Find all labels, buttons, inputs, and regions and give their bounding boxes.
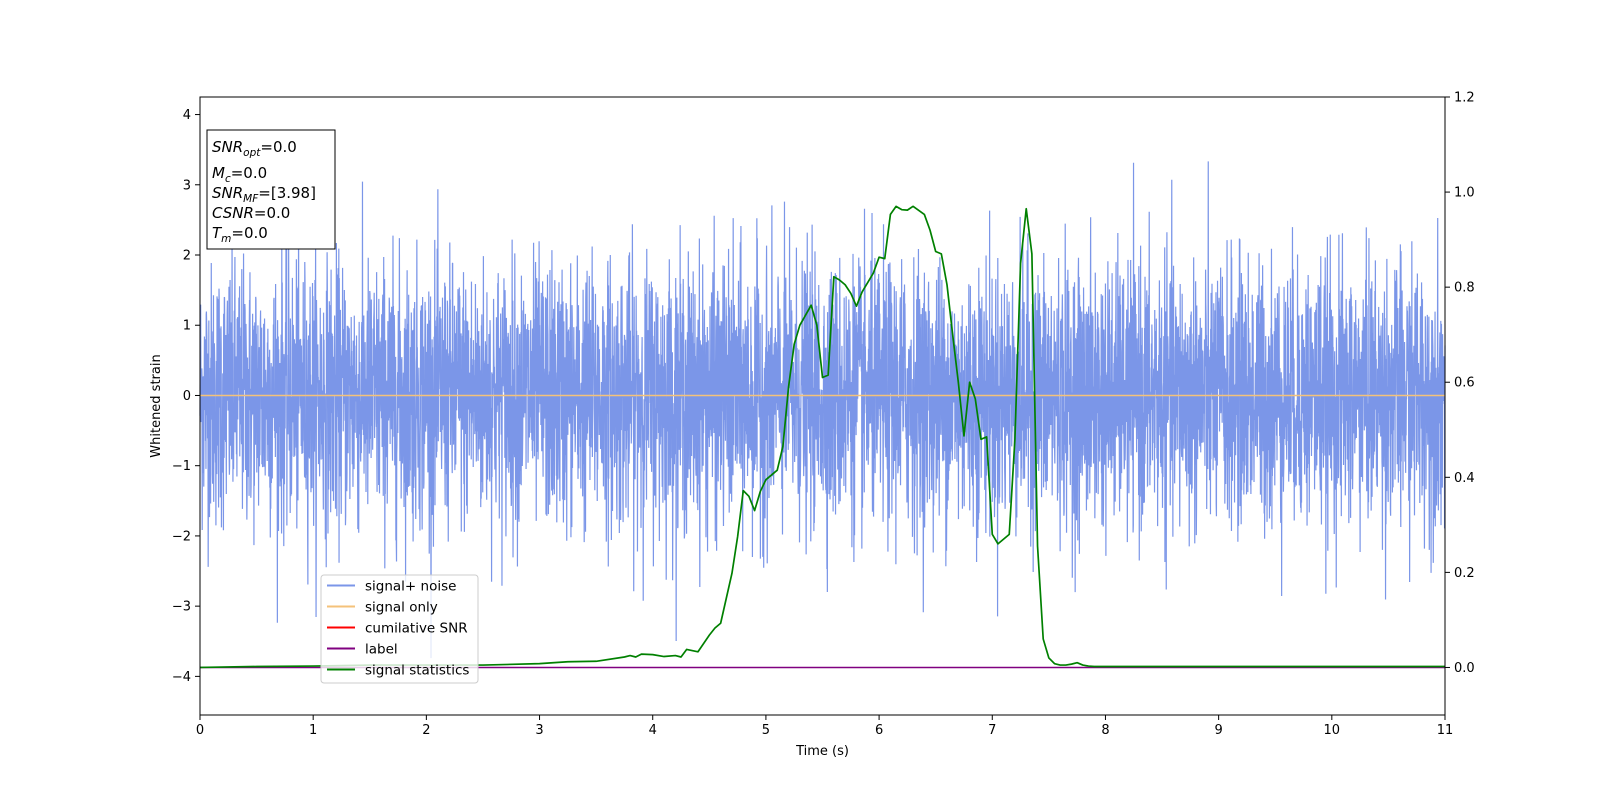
y-left-tick-label: 3 (183, 178, 191, 193)
y-right-tick-label: 0.0 (1454, 661, 1475, 676)
legend-label: label (365, 642, 398, 658)
legend-label: signal+ noise (365, 579, 456, 595)
x-tick-label: 10 (1324, 723, 1341, 738)
info-line: SNRMF=[3.98] (212, 184, 316, 205)
y-right-tick-label: 1.0 (1454, 186, 1475, 201)
x-axis: 0 1 2 3 4 5 6 7 8 9 10 11 (196, 715, 1453, 738)
legend-label: signal statistics (365, 663, 469, 679)
x-tick-label: 9 (1214, 723, 1222, 738)
y-left-tick-label: −3 (172, 600, 191, 615)
info-line: SNRopt=0.0 (212, 138, 297, 159)
info-box-frame (206, 129, 336, 250)
y-left-tick-label: −2 (172, 529, 191, 544)
x-tick-label: 3 (535, 723, 543, 738)
info-line: Mc=0.0 (212, 164, 267, 185)
legend-label: signal only (365, 600, 438, 616)
legend: signal+ noise signal only cumilative SNR la… (320, 574, 479, 684)
x-tick-label: 8 (1101, 723, 1109, 738)
x-tick-label: 6 (875, 723, 883, 738)
x-tick-label: 4 (649, 723, 657, 738)
y-left-tick-label: 2 (183, 249, 191, 264)
info-line: CSNR=0.0 (212, 204, 290, 222)
y-axis-left: 4 3 2 1 0 −1 −2 −3 −4 (172, 108, 200, 685)
x-tick-label: 0 (196, 723, 204, 738)
y-right-tick-label: 1.2 (1454, 91, 1475, 106)
y-right-tick-label: 0.4 (1454, 471, 1475, 486)
y-left-tick-label: −1 (172, 459, 191, 474)
legend-frame (320, 574, 479, 684)
y-axis-title: Whitened strain (149, 354, 164, 457)
y-right-tick-label: 0.8 (1454, 281, 1475, 296)
series-signal-statistics-line (199, 205, 1445, 669)
y-right-tick-label: 0.2 (1454, 566, 1475, 581)
y-right-tick-label: 0.6 (1454, 376, 1475, 391)
x-tick-label: 2 (422, 723, 430, 738)
x-tick-label: 11 (1437, 723, 1454, 738)
x-tick-label: 1 (309, 723, 317, 738)
x-axis-title: Time (s) (795, 744, 849, 759)
series-signal-noise-line (199, 161, 1446, 659)
y-left-tick-label: 1 (183, 319, 191, 334)
info-line: Tm=0.0 (212, 224, 268, 245)
x-tick-label: 7 (988, 723, 996, 738)
y-left-tick-label: −4 (172, 670, 191, 685)
y-left-tick-label: 4 (183, 108, 191, 123)
plot-frame (199, 96, 1446, 716)
x-tick-label: 5 (762, 723, 770, 738)
y-axis-right: 1.2 1.0 0.8 0.6 0.4 0.2 0.0 (1445, 91, 1475, 676)
legend-label: cumilative SNR (365, 621, 468, 637)
y-left-tick-label: 0 (183, 389, 191, 404)
